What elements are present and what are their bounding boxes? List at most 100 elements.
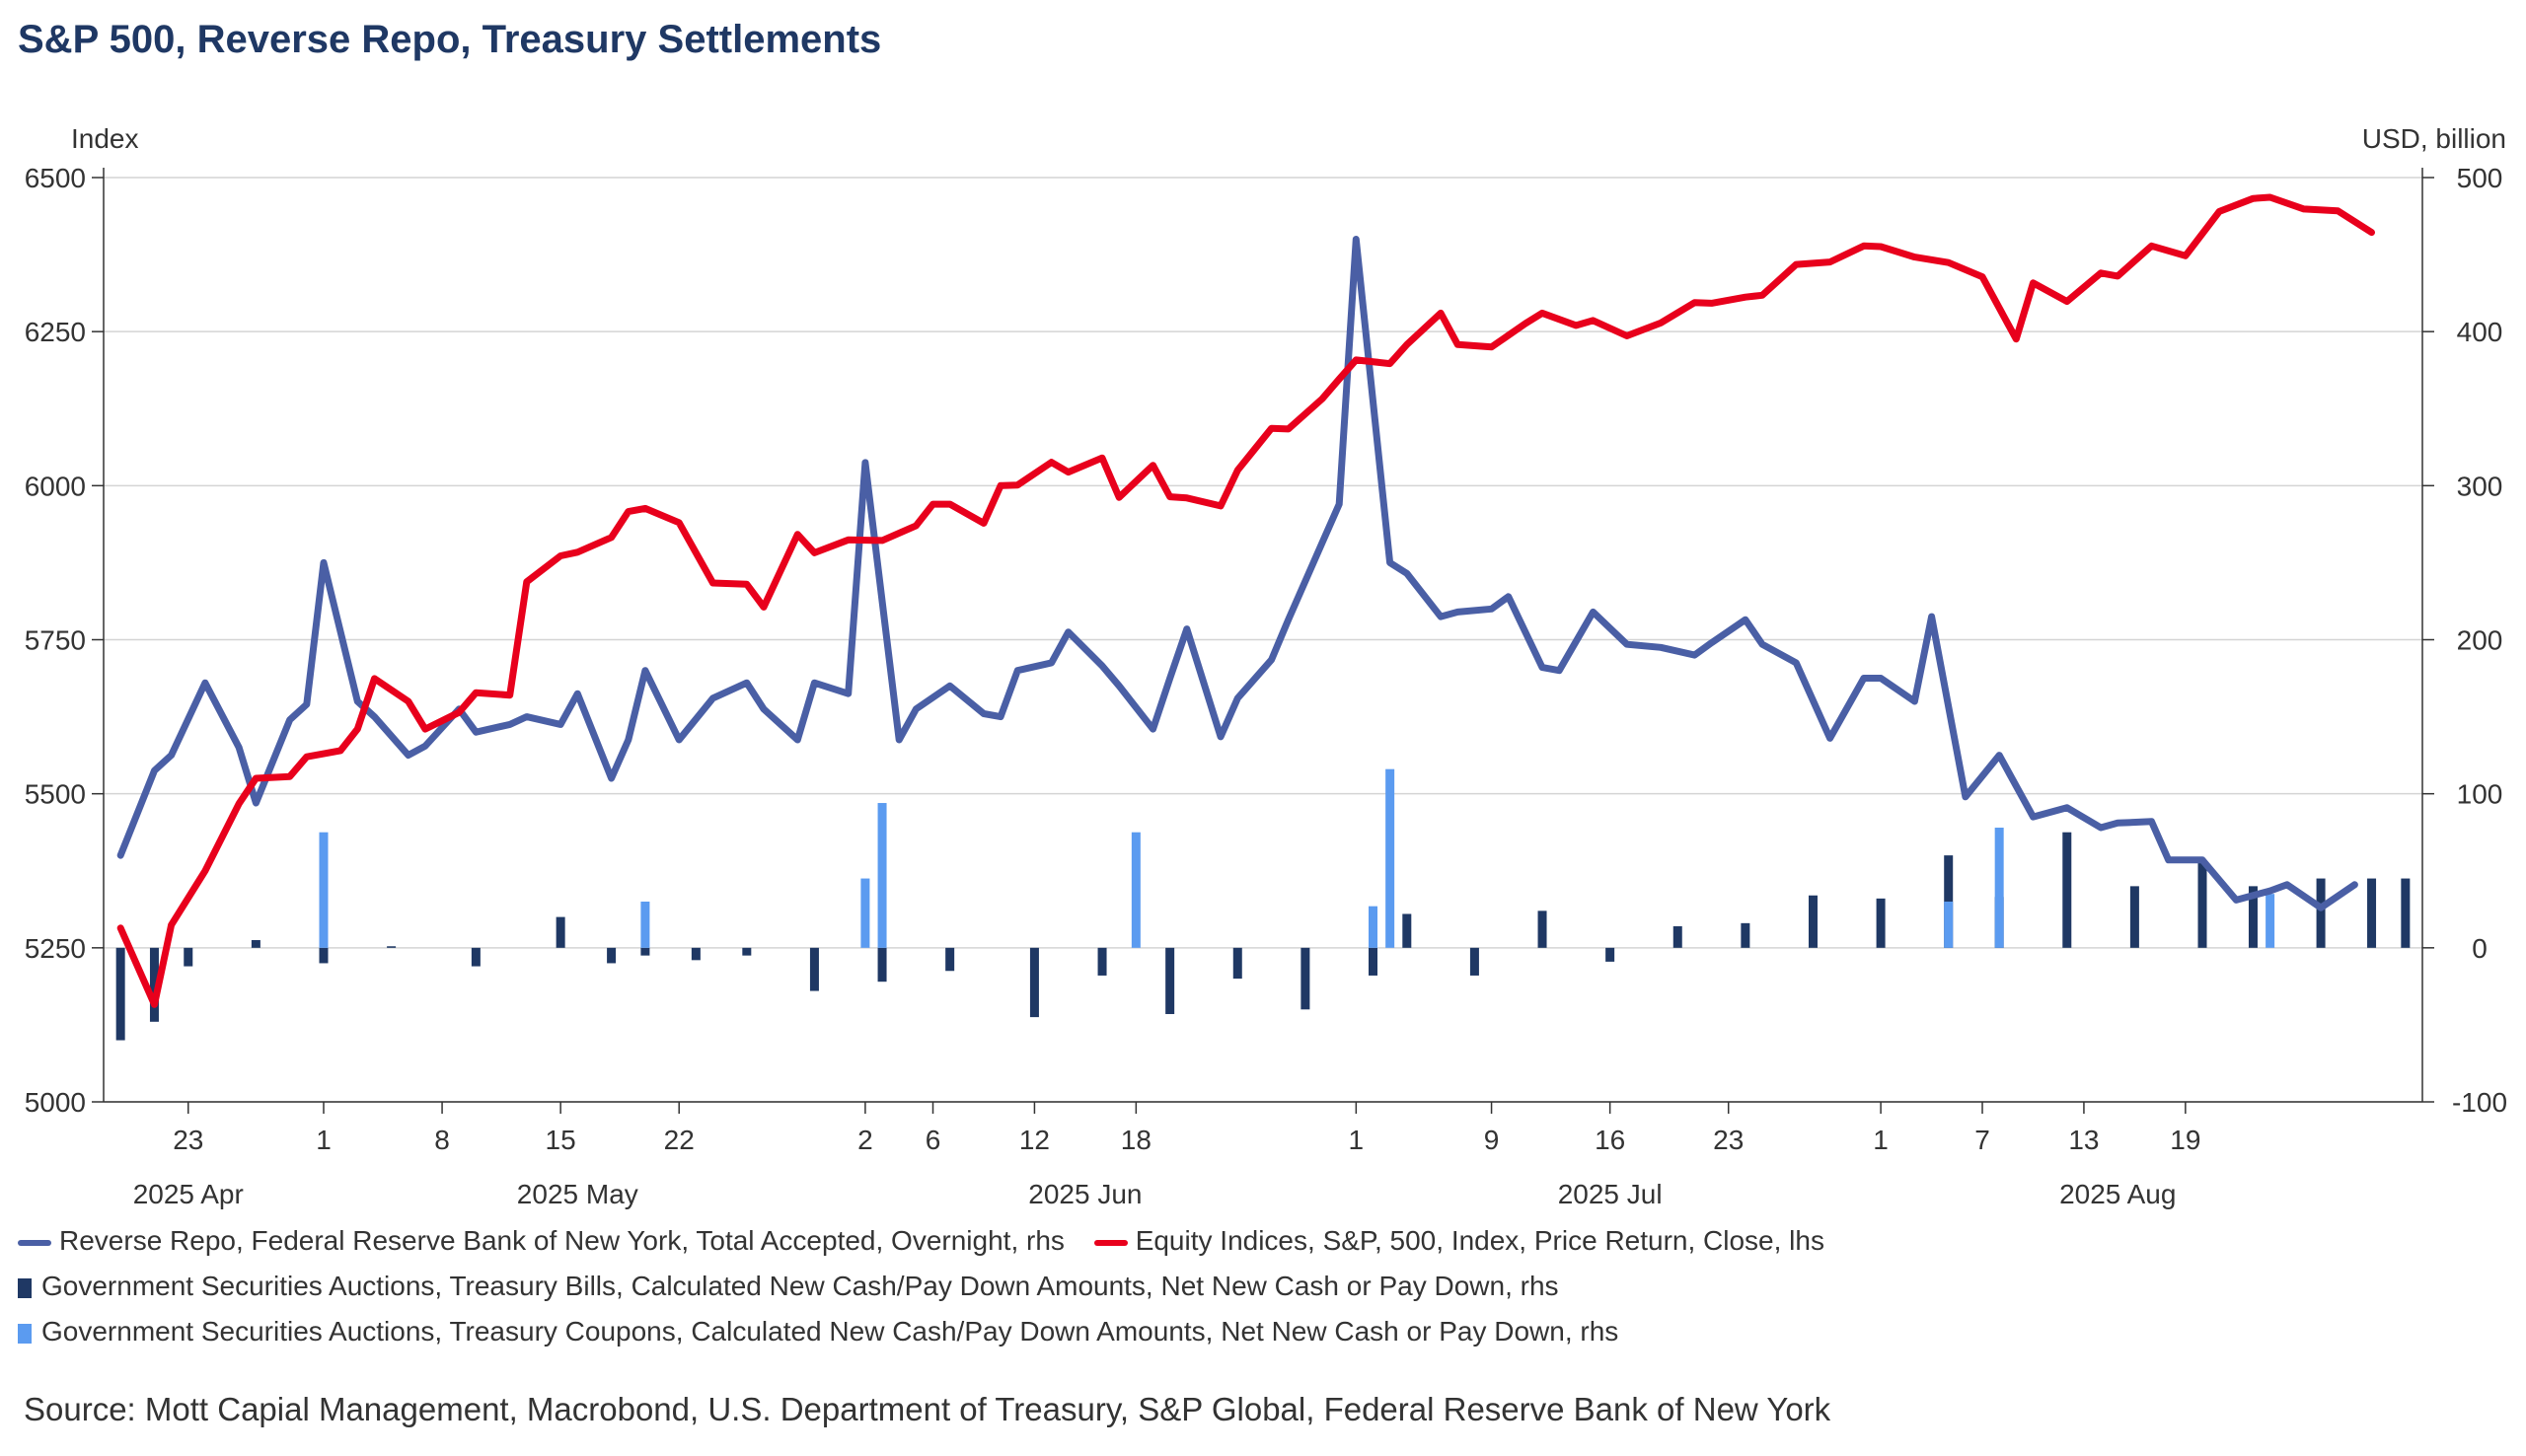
legend-swatch-bills	[18, 1277, 32, 1298]
bills-bar	[607, 947, 617, 964]
bills-bar	[1741, 922, 1750, 948]
legend-swatch-coupons	[18, 1323, 32, 1344]
x-tick-label: 23	[1713, 1125, 1744, 1155]
bills-bar	[691, 947, 701, 961]
bills-bar	[251, 940, 260, 948]
x-month-label: 2025 Jun	[1028, 1179, 1142, 1209]
coupons-bar	[640, 901, 650, 948]
legend-label-coupons: Government Securities Auctions, Treasury…	[41, 1316, 1619, 1347]
bills-bar	[809, 947, 819, 991]
right-tick-label: 0	[2472, 933, 2488, 964]
x-tick-label: 1	[316, 1125, 332, 1155]
right-tick-label: -100	[2452, 1087, 2507, 1118]
x-tick-label: 15	[546, 1125, 576, 1155]
line-series	[116, 193, 2375, 1008]
legend-item-sp500: Equity Indices, S&P, 500, Index, Price R…	[1093, 1218, 1824, 1264]
x-tick-label: 1	[1349, 1125, 1365, 1155]
x-tick-label: 7	[1974, 1125, 1990, 1155]
left-tick-label: 6500	[25, 163, 86, 193]
right-tick-label: 400	[2457, 317, 2503, 347]
legend-item-coupons: Government Securities Auctions, Treasury…	[18, 1309, 1618, 1354]
legend-item-rrp: Reverse Repo, Federal Reserve Bank of Ne…	[18, 1218, 1065, 1264]
bills-bar	[149, 947, 159, 1022]
bills-bar	[1165, 947, 1175, 1014]
bills-bar	[1537, 910, 1547, 948]
coupons-bar	[2266, 894, 2275, 948]
bar-series	[115, 768, 2411, 1041]
left-tick-label: 5750	[25, 625, 86, 656]
left-tick-label: 6250	[25, 317, 86, 347]
bills-bar	[1876, 898, 1886, 948]
bills-bar	[1672, 925, 1682, 948]
x-tick-label: 6	[926, 1125, 941, 1155]
source-note: Source: Mott Capial Management, Macrobon…	[24, 1391, 1831, 1427]
bills-bar	[2248, 886, 2258, 948]
gridlines	[104, 177, 2422, 1103]
bills-bar	[319, 947, 329, 964]
bills-bar	[2197, 862, 2207, 948]
chart-title: S&P 500, Reverse Repo, Treasury Settleme…	[18, 18, 882, 61]
bills-bar	[1300, 947, 1310, 1010]
bills-bar	[2401, 878, 2411, 948]
coupons-bar	[1994, 828, 2004, 948]
right-axis: 500 400 300 200 100 0 -100 USD, billion	[2362, 123, 2507, 1118]
x-tick-label: 18	[1121, 1125, 1152, 1155]
coupons-bar	[319, 832, 329, 948]
coupons-bar	[1368, 906, 1377, 948]
reverse-repo-line	[116, 236, 2358, 911]
left-tick-label: 5250	[25, 933, 86, 964]
coupons-bar	[1385, 768, 1395, 948]
x-tick-label: 12	[1019, 1125, 1050, 1155]
bills-bar	[640, 947, 650, 956]
coupons-bar	[1944, 901, 1954, 948]
bills-bar	[1232, 947, 1242, 980]
bills-bar	[2367, 878, 2377, 948]
bills-bar	[742, 947, 752, 956]
x-tick-label: 1	[1873, 1125, 1889, 1155]
x-month-label: 2025 Jul	[1558, 1179, 1663, 1209]
bills-bar	[387, 946, 397, 948]
bills-bar	[1605, 947, 1615, 962]
bills-bar	[1808, 895, 1818, 948]
left-axis-title: Index	[71, 123, 139, 154]
sp500-line	[116, 193, 2375, 1008]
legend-label-sp500: Equity Indices, S&P, 500, Index, Price R…	[1135, 1225, 1824, 1256]
bills-bar	[1029, 947, 1039, 1018]
x-tick-label: 19	[2170, 1125, 2200, 1155]
bills-bar	[2129, 886, 2139, 948]
x-tick-label: 2	[857, 1125, 873, 1155]
bills-bar	[945, 947, 955, 972]
right-tick-label: 500	[2457, 163, 2503, 193]
coupons-bar	[860, 878, 870, 948]
bills-bar	[1097, 947, 1107, 976]
legend-swatch-sp500	[1093, 1239, 1128, 1246]
left-tick-label: 5500	[25, 779, 86, 810]
x-month-label: 2025 Apr	[133, 1179, 244, 1209]
coupons-bar	[877, 803, 887, 948]
bills-bar	[471, 947, 481, 967]
left-axis: 6500 6250 6000 5750 5500 5250 5000 Index	[25, 123, 139, 1118]
legend-item-bills: Government Securities Auctions, Treasury…	[18, 1264, 1559, 1309]
right-tick-label: 300	[2457, 471, 2503, 501]
right-axis-title: USD, billion	[2362, 123, 2506, 154]
x-tick-label: 22	[664, 1125, 695, 1155]
right-tick-label: 100	[2457, 779, 2503, 810]
x-month-label: 2025 May	[517, 1179, 638, 1209]
bills-bar	[1368, 947, 1377, 976]
coupons-bar	[1131, 832, 1141, 948]
x-tick-label: 8	[434, 1125, 450, 1155]
right-tick-label: 200	[2457, 625, 2503, 656]
left-tick-label: 6000	[25, 471, 86, 501]
left-tick-label: 5000	[25, 1087, 86, 1118]
x-tick-label: 16	[1595, 1125, 1625, 1155]
x-tick-label: 13	[2068, 1125, 2099, 1155]
x-tick-label: 9	[1484, 1125, 1500, 1155]
x-month-label: 2025 Aug	[2059, 1179, 2176, 1209]
bills-bar	[184, 947, 193, 967]
bills-bar	[115, 947, 125, 1041]
bills-bar	[556, 916, 565, 948]
bills-bar	[2062, 832, 2072, 948]
legend-label-rrp: Reverse Repo, Federal Reserve Bank of Ne…	[59, 1225, 1065, 1256]
